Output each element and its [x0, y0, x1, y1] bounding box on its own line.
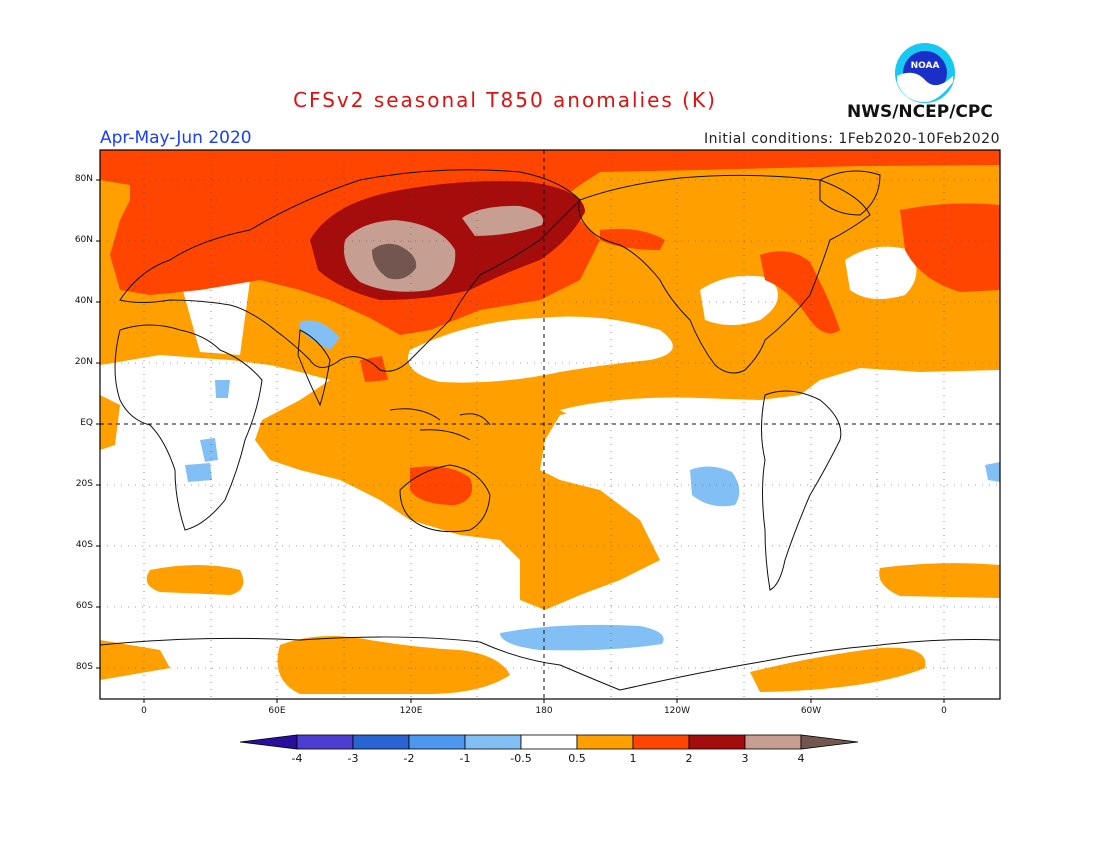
- lon-label: 120E: [399, 706, 423, 716]
- colorbar-label: 1: [629, 752, 637, 765]
- colorbar-label: -2: [403, 752, 415, 765]
- colorbar-swatch: [576, 734, 634, 750]
- graticule: [100, 150, 1000, 699]
- lon-label: 0: [941, 706, 947, 716]
- agency-label: NWS/NCEP/CPC: [847, 102, 993, 122]
- forecast-period: Apr-May-Jun 2020: [100, 128, 252, 148]
- lat-label: 60S: [75, 601, 93, 611]
- lat-label: 80N: [74, 174, 93, 184]
- colorbar-swatch: [632, 734, 690, 750]
- colorbar-label: 3: [741, 752, 749, 765]
- colorbar-swatch: [800, 734, 859, 750]
- colorbar-swatch: [464, 734, 522, 750]
- lat-label: 80S: [75, 662, 93, 672]
- axis-ticks: [96, 179, 945, 703]
- colorbar-label: -1: [459, 752, 471, 765]
- colorbar-label: 4: [797, 752, 805, 765]
- lat-label: EQ: [80, 418, 93, 428]
- lat-label: 40S: [75, 540, 93, 550]
- colorbar-label: 0.5: [568, 752, 586, 765]
- colorbar-swatch: [520, 734, 578, 750]
- logo-text: NOAA: [911, 61, 940, 71]
- colorbar-swatch: [352, 734, 410, 750]
- lon-label: 60W: [800, 706, 822, 716]
- coastlines: [100, 169, 1000, 691]
- lat-label: 60N: [74, 235, 93, 245]
- lat-label: 20N: [74, 357, 93, 367]
- colorbar-swatch: [688, 734, 746, 750]
- colorbar-swatch: [408, 734, 466, 750]
- lon-label: 180: [535, 706, 553, 716]
- lon-label: 0: [141, 706, 147, 716]
- initial-conditions: Initial conditions: 1Feb2020-10Feb2020: [704, 131, 1000, 147]
- lat-label: 20S: [75, 479, 93, 489]
- anomaly-brown: [372, 243, 417, 280]
- colorbar-label: 2: [685, 752, 693, 765]
- colorbar-label: -0.5: [510, 752, 532, 765]
- colorbar: [239, 734, 859, 750]
- lat-label: 40N: [74, 296, 93, 306]
- lon-label: 120W: [663, 706, 691, 716]
- anomaly-neutral: [180, 246, 920, 440]
- colorbar-label: -3: [347, 752, 359, 765]
- chart-title: CFSv2 seasonal T850 anomalies (K): [293, 88, 717, 112]
- anomaly-lightblue: [185, 320, 1000, 651]
- lon-label: 60E: [268, 706, 286, 716]
- colorbar-swatch: [296, 734, 354, 750]
- colorbar-swatch: [239, 734, 298, 750]
- colorbar-label: -4: [291, 752, 303, 765]
- colorbar-swatch: [744, 734, 802, 750]
- noaa-logo: NOAA: [895, 43, 955, 103]
